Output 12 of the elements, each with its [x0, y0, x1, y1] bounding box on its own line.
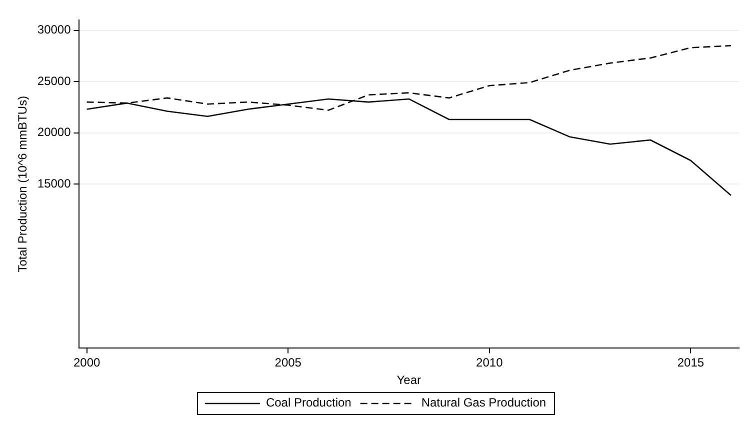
- x-tick-label: 2015: [677, 356, 704, 370]
- y-tick-label: 30000: [37, 22, 72, 37]
- legend-label: Coal Production: [266, 395, 352, 410]
- y-tick-label: 15000: [37, 176, 72, 190]
- x-axis-title: Year: [396, 373, 422, 388]
- y-tick-label: 20000: [37, 125, 72, 140]
- y-axis-title: Total Production (10^6 mmBTUs): [16, 96, 30, 272]
- x-tick-label: 2000: [73, 356, 100, 370]
- y-tick-label: 25000: [37, 74, 72, 88]
- x-tick-label: 2010: [476, 356, 504, 370]
- legend-label: Natural Gas Production: [421, 395, 546, 410]
- x-tick-label: 2005: [274, 356, 302, 370]
